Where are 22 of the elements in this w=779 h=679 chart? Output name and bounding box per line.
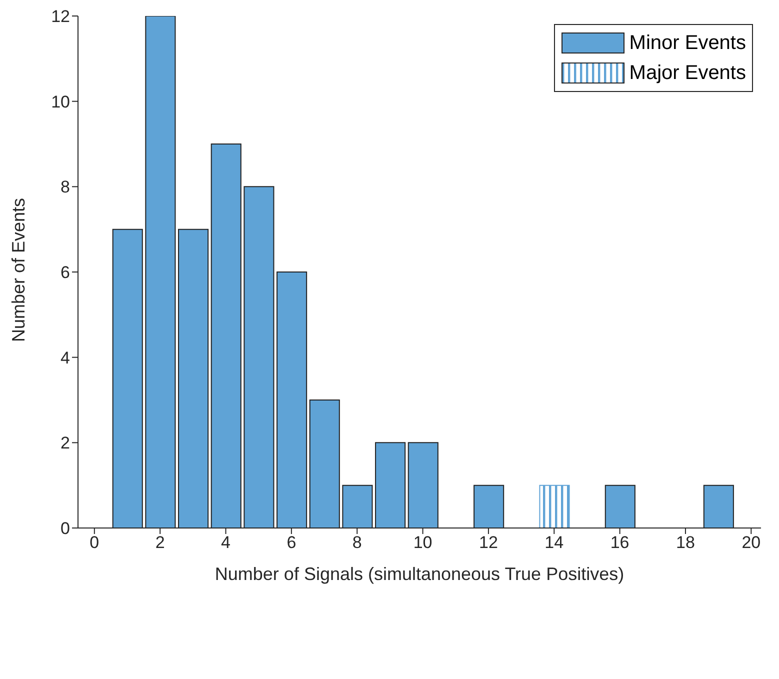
y-tick-label: 10 [51,92,70,112]
x-tick-label: 0 [90,533,100,552]
x-axis-title: Number of Signals (simultanoneous True Positives) [214,564,624,584]
legend-label: Minor Events [629,31,746,56]
x-tick-label: 4 [221,533,230,552]
x-tick-label: 6 [286,533,296,552]
x-tick-label: 16 [610,533,630,552]
y-tick-label: 12 [51,7,70,26]
y-tick-label: 8 [60,178,70,197]
y-tick-label: 6 [60,263,70,282]
y-tick-label: 4 [60,348,70,368]
x-tick-label: 14 [544,533,564,552]
y-axis-title: Number of Events [8,198,28,342]
y-tick-label: 0 [60,519,70,538]
x-tick-label: 12 [478,533,498,552]
legend-label: Major Events [629,61,746,86]
x-tick-label: 2 [155,533,165,552]
y-tick-label: 2 [60,434,70,453]
x-tick-label: 8 [352,533,362,552]
x-tick-label: 10 [413,533,432,552]
x-tick-label: 20 [742,533,761,552]
x-tick-label: 18 [676,533,695,552]
